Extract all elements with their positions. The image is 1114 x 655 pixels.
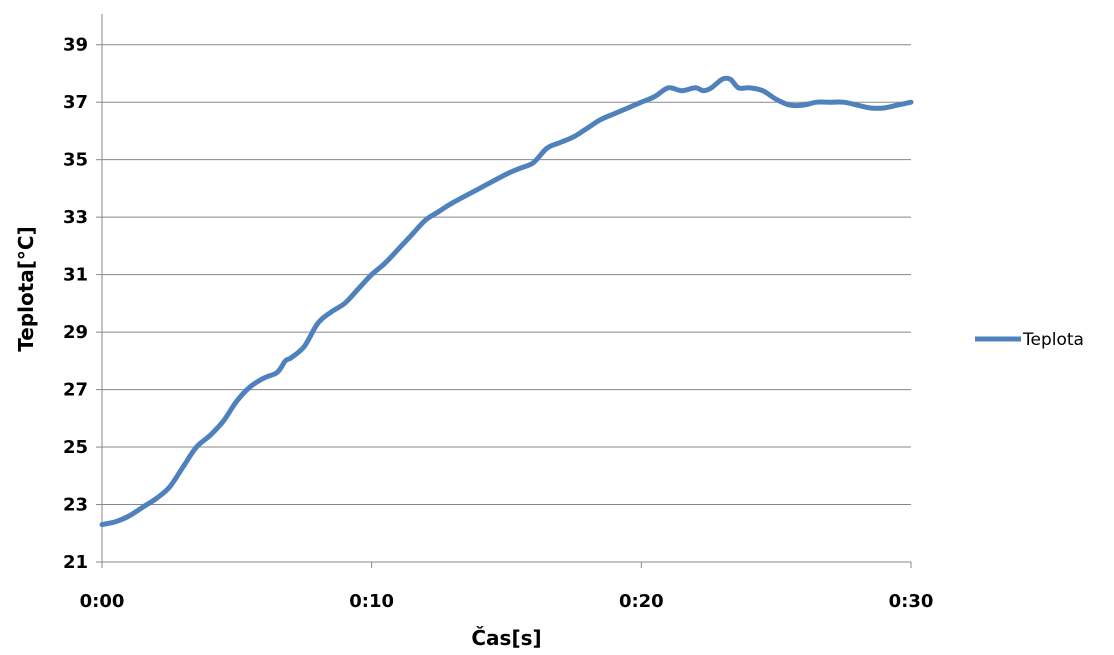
y-axis-ticks: 21 23 25 27 29 31 33 35 37 39 [63,35,102,573]
y-tick-label: 31 [63,265,88,286]
x-tick-label: 0:00 [80,591,125,612]
legend-label-teplota: Teplota [1022,330,1084,350]
axes [101,14,911,563]
x-axis-title: Čas[s] [471,626,541,650]
y-tick-label: 33 [63,207,88,228]
y-tick-label: 37 [63,92,88,113]
gridlines [102,44,911,506]
series-line-teplota [99,75,914,528]
y-tick-label: 35 [63,150,88,171]
x-tick-label: 0:10 [349,591,394,612]
series-group [99,75,914,528]
x-axis-ticks: 0:00 0:10 0:20 0:30 [80,562,934,612]
y-axis-title: Teplota[°C] [14,226,38,351]
y-tick-label: 25 [63,437,88,458]
y-tick-label: 27 [63,380,88,401]
x-tick-label: 0:30 [889,591,934,612]
y-tick-label: 39 [63,35,88,56]
y-tick-label: 29 [63,322,88,343]
y-tick-label: 21 [63,552,88,573]
y-tick-label: 23 [63,495,88,516]
x-tick-label: 0:20 [619,591,664,612]
legend: Teplota [975,330,1084,350]
